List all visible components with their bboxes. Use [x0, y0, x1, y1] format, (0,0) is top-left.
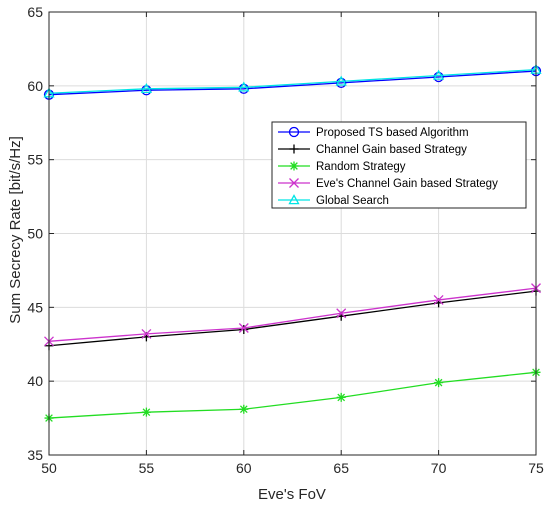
data-point: [141, 328, 152, 339]
data-point: [140, 82, 153, 94]
x-tick-label: 60: [236, 460, 252, 476]
data-point: [238, 81, 250, 92]
y-tick-label: 50: [27, 226, 43, 242]
legend-label: Proposed TS based Algorithm: [316, 127, 469, 139]
legend-marker: [289, 161, 299, 171]
data-point: [336, 308, 347, 319]
data-point: [238, 83, 249, 94]
legend-label: Random Strategy: [316, 161, 406, 173]
data-point: [238, 323, 249, 333]
x-tick-label: 65: [333, 460, 349, 476]
y-tick-label: 55: [27, 152, 43, 168]
y-axis-label: Sum Secrecy Rate [bit/s/Hz]: [7, 136, 24, 324]
series-line-1: [48, 290, 537, 347]
x-tick-label: 75: [528, 460, 544, 476]
data-point: [141, 407, 151, 417]
legend-box: [271, 121, 527, 209]
y-tick-label: 65: [27, 4, 43, 20]
data-point: [141, 85, 152, 96]
data-point: [336, 77, 347, 89]
data-point: [433, 71, 444, 83]
series-line-3: [48, 287, 537, 342]
data-point: [239, 324, 249, 334]
data-point: [434, 378, 444, 388]
tick-labels: 50 55 60 65 70 75 35 40 45 50 55 60 65: [27, 4, 544, 476]
grid-lines: [48, 11, 537, 456]
x-tick-label: 70: [431, 460, 447, 476]
y-tick-label: 40: [27, 373, 43, 389]
x-tick-label: 55: [139, 460, 155, 476]
legend-marker: [289, 144, 299, 154]
series-line-2: [48, 371, 537, 419]
legend-label: Channel Gain based Strategy: [316, 144, 467, 156]
y-tick-label: 35: [27, 447, 43, 463]
data-point: [336, 392, 346, 402]
axes-box: [48, 11, 537, 456]
axes: [48, 11, 537, 456]
data-point: [239, 404, 249, 414]
data-point: [335, 75, 347, 86]
data-point: [433, 294, 444, 305]
legend-label: Eve's Channel Gain based Strategy: [316, 178, 498, 190]
legend: Proposed TS based Algorithm Channel Gain …: [271, 121, 527, 209]
series-line-0: [48, 70, 537, 96]
legend-marker: [288, 126, 300, 138]
y-tick-label: 45: [27, 299, 43, 315]
x-tick-label: 50: [41, 460, 57, 476]
legend-label: Global Search: [316, 195, 389, 207]
series-layer: [43, 63, 542, 423]
data-point: [432, 69, 445, 80]
x-axis-label: Eve's FoV: [258, 486, 326, 503]
legend-marker: [288, 194, 300, 205]
legend-marker: [289, 178, 299, 188]
series-line-4: [48, 68, 537, 94]
y-tick-label: 60: [27, 78, 43, 94]
